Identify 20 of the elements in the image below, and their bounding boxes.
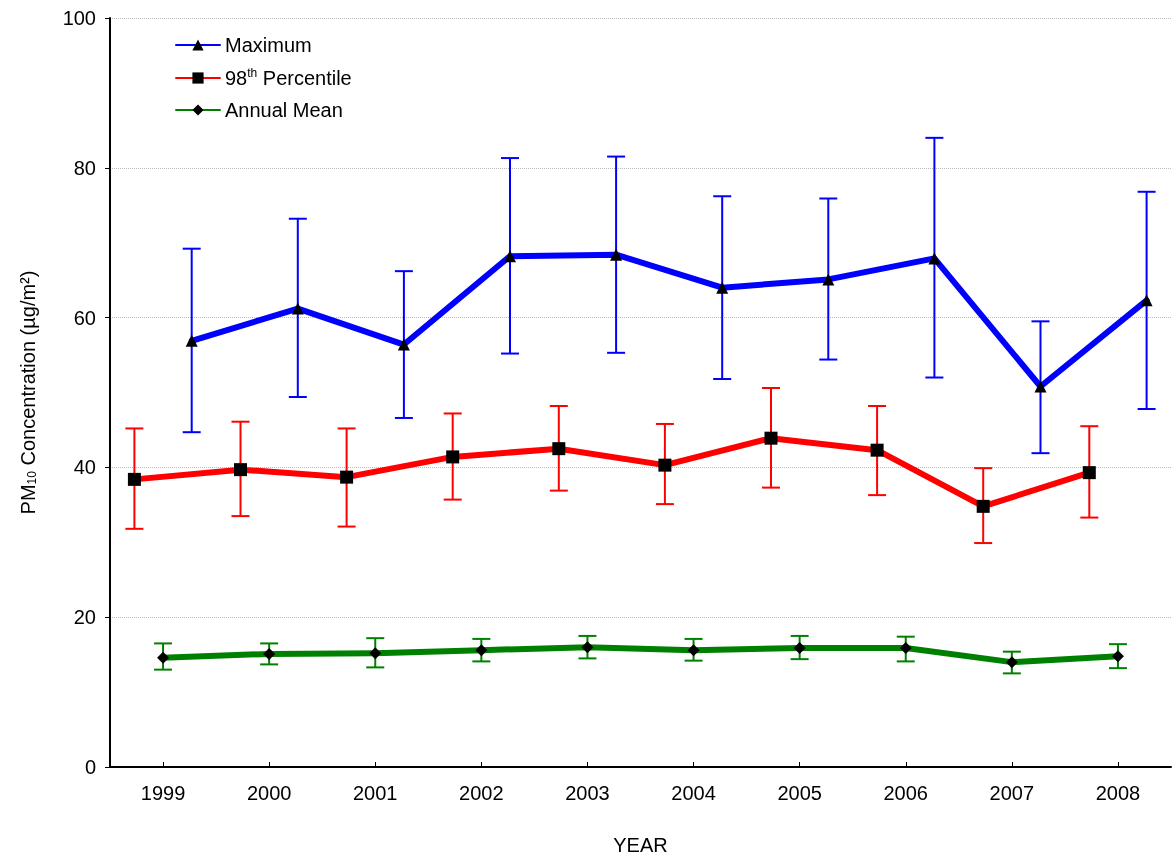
y-tick-label: 0	[84, 756, 96, 778]
x-axis-title: YEAR	[613, 834, 668, 856]
x-tick-label: 2007	[989, 782, 1035, 804]
y-tick-label: 20	[73, 606, 96, 629]
legend-label: Maximum	[225, 34, 312, 56]
y-tick-label: 40	[73, 456, 96, 479]
legend-label: Annual Mean	[225, 99, 343, 121]
y-tick-label: 100	[62, 7, 96, 29]
x-tick-label: 2004	[671, 782, 716, 804]
x-tick-label: 2002	[459, 782, 504, 804]
x-tick-label: 2001	[353, 782, 398, 804]
x-tick-label: 2005	[777, 782, 822, 804]
x-tick-label: 2003	[565, 782, 610, 804]
y-axis-title: PM10 Concentration (µg/m²)	[17, 270, 39, 515]
x-tick-label: 2006	[883, 782, 928, 804]
y-tick-label: 80	[73, 156, 96, 179]
x-tick-label: 2000	[246, 782, 292, 804]
x-tick-label: 2008	[1095, 782, 1141, 804]
x-tick-label: 1999	[140, 782, 186, 804]
y-tick-label: 60	[73, 306, 96, 329]
